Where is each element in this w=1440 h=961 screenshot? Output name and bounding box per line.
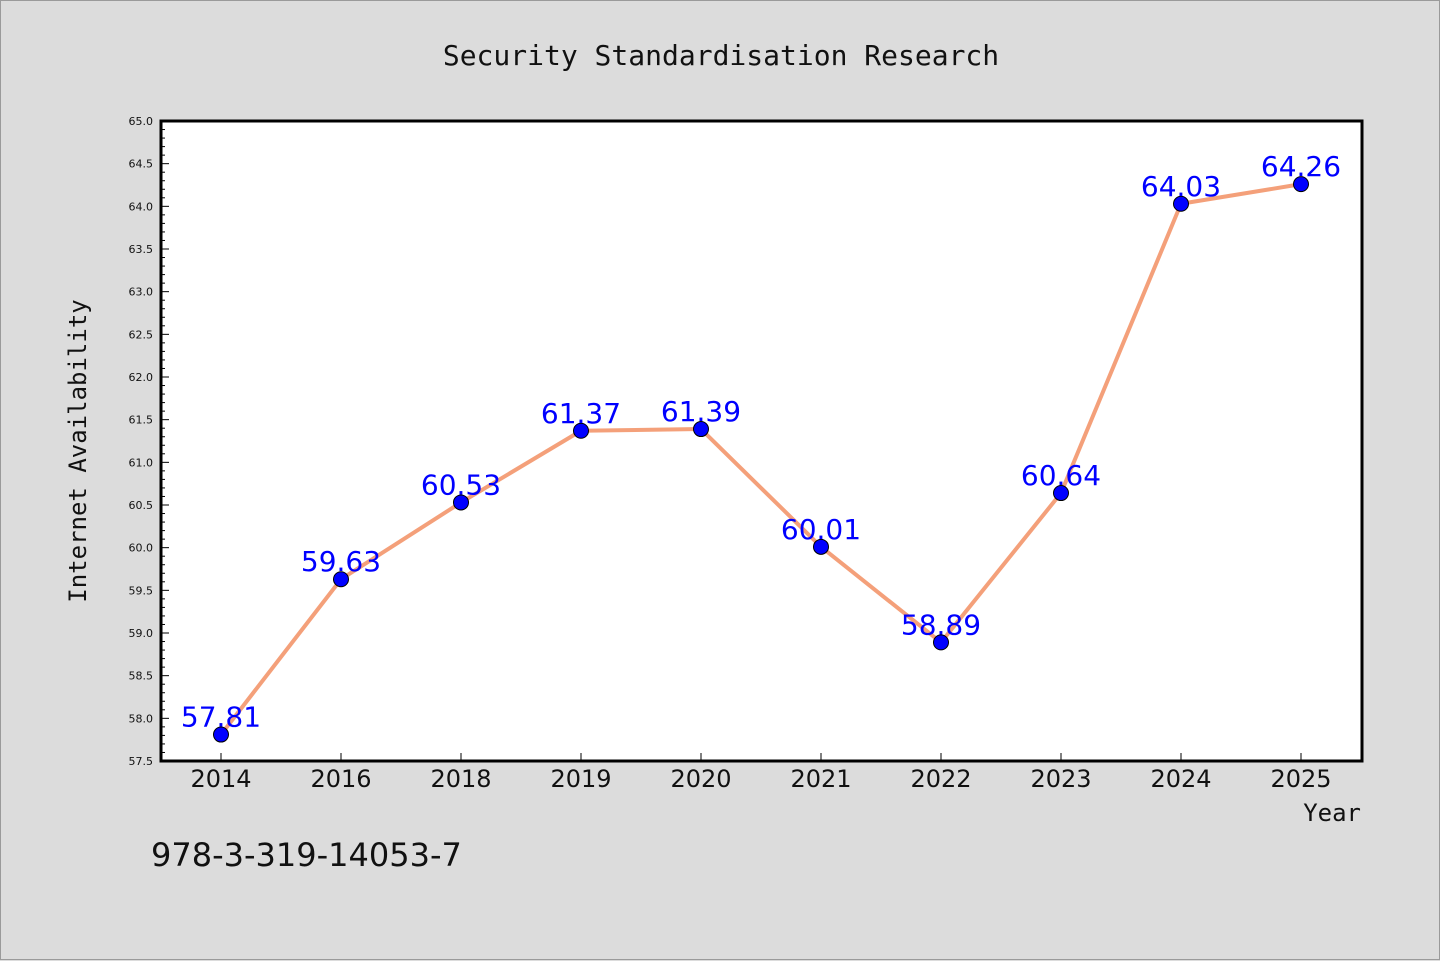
y-tick-label: 62.5: [129, 328, 154, 341]
x-tick-label: 2022: [910, 765, 971, 793]
data-label: 60.64: [1021, 459, 1101, 492]
y-tick-label: 59.0: [129, 627, 154, 640]
data-label: 60.53: [421, 468, 501, 501]
x-tick-label: 2016: [310, 765, 371, 793]
y-tick-label: 61.5: [129, 414, 154, 427]
data-point: [213, 726, 229, 743]
y-tick-label: 64.0: [129, 200, 154, 213]
data-label: 60.01: [781, 513, 861, 546]
data-point: [933, 634, 949, 651]
y-tick-label: 64.5: [129, 158, 154, 171]
data-labels: 57.81 59.63 60.53 61.37 61.39 60.01 58.89 60.64…: [181, 150, 1341, 733]
y-tick-label: 59.5: [129, 584, 154, 597]
x-tick-label: 2014: [190, 765, 251, 793]
x-tick-label: 2019: [550, 765, 611, 793]
y-tick-label: 60.5: [129, 499, 154, 512]
data-label: 61.39: [661, 395, 741, 428]
data-point: [693, 421, 709, 438]
x-tick-label: 2021: [790, 765, 851, 793]
y-axis: 57.5 58.0 58.5 59.0 59.5 60.0 60.5 61.0 61.5 62.0…: [129, 115, 169, 768]
y-tick-label: 58.5: [129, 670, 154, 683]
data-point: [333, 571, 349, 588]
y-tick-label: 58.0: [129, 712, 154, 725]
y-tick-label: 60.0: [129, 542, 154, 555]
data-point: [573, 422, 589, 439]
y-tick-label: 63.0: [129, 286, 154, 299]
series-line: [219, 182, 1303, 737]
series-markers: [213, 176, 1309, 743]
data-label: 59.63: [301, 545, 381, 578]
chart-title: Security Standardisation Research: [443, 39, 999, 72]
data-point: [1053, 485, 1069, 502]
data-point: [1293, 176, 1309, 193]
data-point: [813, 538, 829, 555]
x-tick-label: 2020: [670, 765, 731, 793]
data-label: 64.03: [1141, 170, 1221, 203]
data-label: 64.26: [1261, 150, 1341, 183]
y-tick-label: 62.0: [129, 371, 154, 384]
data-label: 58.89: [901, 608, 981, 641]
y-tick-label: 57.5: [129, 755, 154, 768]
y-tick-label: 63.5: [129, 243, 154, 256]
data-label: 61.37: [541, 397, 621, 430]
y-axis-label: Internet Availability: [64, 299, 92, 602]
x-tick-label: 2018: [430, 765, 491, 793]
y-tick-label: 61.0: [129, 456, 154, 469]
footer-text: 978-3-319-14053-7: [151, 836, 462, 874]
data-label: 57.81: [181, 701, 261, 734]
x-axis: 2014 2016 2018 2019 2020 2021 2022 2023 2024 2025: [190, 753, 1332, 793]
plot-area: [159, 119, 1364, 763]
x-tick-label: 2024: [1150, 765, 1211, 793]
x-axis-label: Year: [1303, 799, 1361, 827]
x-tick-label: 2025: [1270, 765, 1331, 793]
data-point: [453, 494, 469, 511]
data-point: [1173, 195, 1189, 212]
x-tick-label: 2023: [1030, 765, 1091, 793]
y-tick-label: 65.0: [129, 115, 154, 128]
